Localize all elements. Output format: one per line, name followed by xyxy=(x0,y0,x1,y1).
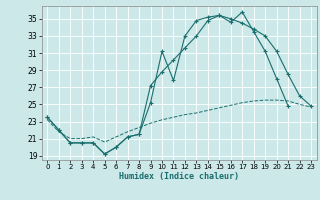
X-axis label: Humidex (Indice chaleur): Humidex (Indice chaleur) xyxy=(119,172,239,181)
